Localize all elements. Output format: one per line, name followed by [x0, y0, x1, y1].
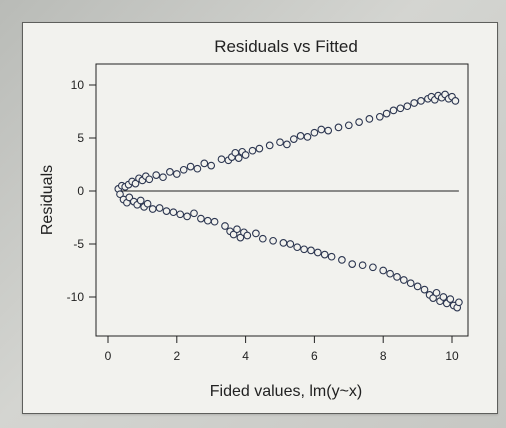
residual-point — [200, 159, 209, 168]
x-tick-label: 10 — [445, 349, 459, 363]
residual-point — [203, 216, 212, 225]
residual-point — [410, 99, 419, 107]
residual-point — [243, 231, 252, 240]
residual-point — [355, 118, 363, 126]
residual-point — [386, 269, 394, 278]
x-tick-label: 4 — [242, 349, 249, 363]
residual-point — [327, 252, 336, 261]
figure-frame — [22, 22, 498, 414]
x-tick-label: 2 — [173, 349, 180, 363]
residual-point — [197, 214, 205, 223]
residual-point — [269, 236, 277, 245]
residual-point — [172, 170, 181, 178]
residual-point — [413, 282, 422, 291]
y-tick-label: 10 — [71, 78, 85, 92]
residual-point — [162, 207, 171, 215]
residual-point — [169, 208, 178, 217]
residual-point — [131, 179, 140, 188]
y-tick-label: -10 — [67, 290, 85, 304]
residual-point — [320, 250, 329, 259]
residual-point — [358, 261, 367, 270]
residual-point — [310, 128, 319, 137]
residual-point — [217, 155, 226, 164]
plot-box — [95, 63, 469, 337]
residual-point — [145, 175, 154, 184]
y-tick-label: -5 — [73, 237, 84, 251]
residual-point — [403, 102, 412, 111]
residual-point — [446, 295, 455, 303]
residual-point — [399, 276, 408, 284]
residual-point — [265, 141, 274, 150]
chart-title: Residuals vs Fitted — [214, 37, 358, 56]
residual-point — [152, 171, 161, 179]
residual-point — [296, 132, 305, 140]
residual-point — [300, 245, 308, 254]
x-tick-label: 6 — [311, 349, 318, 363]
residual-point — [179, 165, 188, 174]
residual-point — [334, 123, 343, 132]
residual-point — [393, 273, 401, 281]
residual-point — [193, 164, 202, 173]
residual-point — [406, 279, 415, 288]
residual-point — [241, 151, 250, 159]
residual-point — [229, 230, 238, 239]
residual-point — [186, 162, 195, 171]
residual-point — [207, 161, 216, 170]
residual-point — [233, 225, 241, 234]
residual-point — [255, 144, 264, 153]
residual-point — [286, 240, 295, 248]
x-tick-label: 0 — [105, 349, 112, 363]
residual-point — [338, 256, 346, 264]
residual-point — [289, 135, 298, 143]
residual-point — [190, 209, 198, 218]
residual-point — [293, 243, 302, 252]
residual-point — [432, 288, 441, 297]
residual-point — [279, 239, 288, 247]
y-tick-label: 5 — [77, 131, 84, 145]
y-tick-label: 0 — [77, 184, 84, 198]
residual-point — [344, 121, 353, 130]
residual-point — [276, 138, 284, 147]
residual-point — [313, 248, 322, 257]
residual-point — [148, 205, 157, 213]
residual-point — [143, 199, 152, 208]
residual-point — [248, 146, 257, 155]
residual-point — [429, 294, 437, 302]
residual-point — [317, 125, 326, 134]
residual-point — [389, 106, 398, 115]
residual-point — [155, 204, 164, 212]
residual-point — [303, 133, 312, 141]
residual-point — [210, 217, 219, 226]
residual-point — [379, 266, 388, 275]
residual-point — [369, 263, 377, 272]
residual-point — [234, 154, 243, 162]
y-axis-label: Residuals — [39, 165, 56, 235]
residual-point — [396, 104, 405, 113]
residual-point — [455, 298, 463, 307]
residual-point — [116, 190, 124, 199]
residual-point — [365, 115, 374, 123]
residual-point — [420, 285, 429, 294]
residual-point — [348, 260, 357, 268]
residual-point — [221, 222, 229, 230]
residual-point — [375, 112, 384, 121]
x-axis-label: Fided values, lm(y~x) — [210, 383, 363, 400]
residual-point — [382, 109, 391, 118]
residual-point — [136, 196, 145, 205]
residual-point — [258, 234, 267, 243]
residual-point — [451, 97, 460, 105]
residual-point — [252, 229, 260, 238]
residual-point — [236, 233, 245, 242]
residual-point — [307, 246, 315, 255]
residual-point — [183, 212, 191, 221]
residual-point — [176, 210, 185, 219]
residual-point — [439, 293, 448, 301]
residual-point — [159, 173, 167, 182]
residual-point — [166, 168, 174, 176]
residual-point — [417, 97, 425, 105]
residual-point — [324, 126, 333, 135]
residual-point — [283, 140, 291, 149]
x-tick-label: 8 — [380, 349, 387, 363]
